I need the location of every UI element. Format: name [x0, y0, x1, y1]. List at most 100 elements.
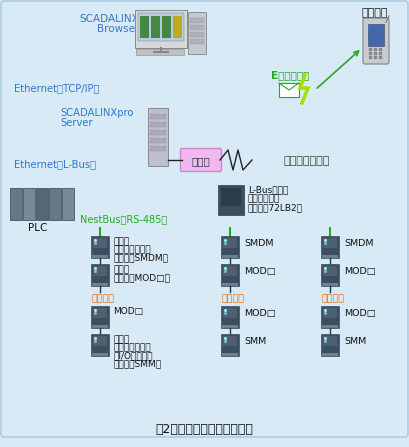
- Bar: [173, 16, 182, 38]
- Text: L-Bus接続用: L-Bus接続用: [248, 185, 288, 194]
- Text: Eメール通報: Eメール通報: [271, 70, 309, 80]
- Bar: [162, 16, 171, 38]
- Text: Ethernet（TCP/IP）: Ethernet（TCP/IP）: [14, 83, 99, 93]
- Ellipse shape: [253, 141, 361, 179]
- Bar: [222, 283, 238, 286]
- Text: SMM: SMM: [244, 337, 266, 346]
- Bar: [92, 325, 108, 328]
- Text: 図2　増設後のシステム構成: 図2 増設後のシステム構成: [155, 423, 253, 436]
- Text: 通信ユニット: 通信ユニット: [248, 194, 280, 203]
- Text: （形式：MOD□）: （形式：MOD□）: [113, 273, 170, 282]
- Text: （形式：72LB2）: （形式：72LB2）: [248, 203, 303, 212]
- Bar: [140, 16, 149, 38]
- Bar: [221, 334, 239, 356]
- Bar: [23, 188, 35, 220]
- FancyBboxPatch shape: [180, 148, 222, 172]
- Bar: [188, 12, 206, 54]
- Bar: [93, 238, 107, 248]
- Bar: [150, 138, 166, 143]
- Bar: [138, 13, 184, 41]
- Text: （形式：SMDM）: （形式：SMDM）: [113, 253, 168, 262]
- Bar: [223, 238, 237, 248]
- Bar: [223, 266, 237, 276]
- Bar: [321, 306, 339, 328]
- Bar: [148, 108, 168, 166]
- Bar: [91, 306, 109, 328]
- Text: （I/O一体形）: （I/O一体形）: [113, 351, 153, 360]
- Text: SMDM: SMDM: [244, 239, 274, 248]
- Text: Ethernet（L-Bus）: Ethernet（L-Bus）: [14, 159, 96, 169]
- Bar: [323, 308, 337, 318]
- Bar: [279, 83, 299, 97]
- Text: MOD□: MOD□: [113, 307, 143, 316]
- Text: （形式：SMM）: （形式：SMM）: [113, 359, 161, 368]
- Bar: [92, 353, 108, 356]
- Bar: [150, 130, 166, 135]
- Bar: [91, 334, 109, 356]
- Bar: [190, 32, 204, 37]
- Bar: [10, 188, 22, 220]
- Bar: [92, 255, 108, 258]
- Text: SMDM: SMDM: [344, 239, 373, 248]
- Bar: [222, 353, 238, 356]
- Text: SCADALINXpro: SCADALINXpro: [60, 108, 133, 118]
- Text: インタフェース: インタフェース: [113, 245, 151, 254]
- Text: SCADALINXpro: SCADALINXpro: [80, 14, 156, 24]
- Bar: [136, 49, 184, 55]
- Bar: [93, 266, 107, 276]
- Bar: [151, 16, 160, 38]
- Text: 専用回線: 専用回線: [92, 294, 115, 303]
- Bar: [150, 146, 166, 151]
- Text: モデム: モデム: [113, 237, 129, 246]
- Bar: [190, 39, 204, 44]
- Bar: [91, 264, 109, 286]
- Bar: [221, 264, 239, 286]
- Bar: [93, 336, 107, 346]
- Bar: [221, 236, 239, 258]
- Text: 携帯電話: 携帯電話: [362, 8, 388, 18]
- Bar: [222, 325, 238, 328]
- Bar: [322, 255, 338, 258]
- Text: インタフェース: インタフェース: [113, 343, 151, 352]
- Text: NestBus（RS-485）: NestBus（RS-485）: [80, 214, 167, 224]
- Bar: [323, 266, 337, 276]
- FancyBboxPatch shape: [1, 1, 408, 437]
- Bar: [322, 283, 338, 286]
- Text: Server: Server: [60, 118, 92, 128]
- Text: インターネット: インターネット: [284, 156, 330, 166]
- Text: MOD□: MOD□: [244, 267, 276, 276]
- Bar: [221, 306, 239, 328]
- Bar: [150, 122, 166, 127]
- Bar: [135, 10, 187, 48]
- Text: SMM: SMM: [344, 337, 366, 346]
- Bar: [222, 255, 238, 258]
- Text: モデム: モデム: [113, 265, 129, 274]
- Bar: [91, 236, 109, 258]
- Bar: [190, 25, 204, 30]
- Text: PLC: PLC: [28, 223, 48, 233]
- Text: ルータ: ルータ: [192, 156, 210, 166]
- Bar: [92, 283, 108, 286]
- Bar: [49, 188, 61, 220]
- Bar: [323, 238, 337, 248]
- Bar: [322, 353, 338, 356]
- Bar: [93, 308, 107, 318]
- Text: MOD□: MOD□: [344, 309, 376, 318]
- Text: MOD□: MOD□: [344, 267, 376, 276]
- Bar: [321, 264, 339, 286]
- FancyBboxPatch shape: [363, 18, 389, 64]
- Bar: [62, 188, 74, 220]
- Bar: [223, 336, 237, 346]
- Bar: [190, 18, 204, 23]
- Text: モデム: モデム: [113, 335, 129, 344]
- Bar: [321, 334, 339, 356]
- Text: Browser: Browser: [97, 24, 139, 34]
- Text: 専用回線: 専用回線: [222, 294, 245, 303]
- Text: MOD□: MOD□: [244, 309, 276, 318]
- Bar: [322, 325, 338, 328]
- Bar: [323, 336, 337, 346]
- Bar: [321, 236, 339, 258]
- Bar: [223, 308, 237, 318]
- Bar: [368, 24, 384, 46]
- Bar: [218, 185, 244, 215]
